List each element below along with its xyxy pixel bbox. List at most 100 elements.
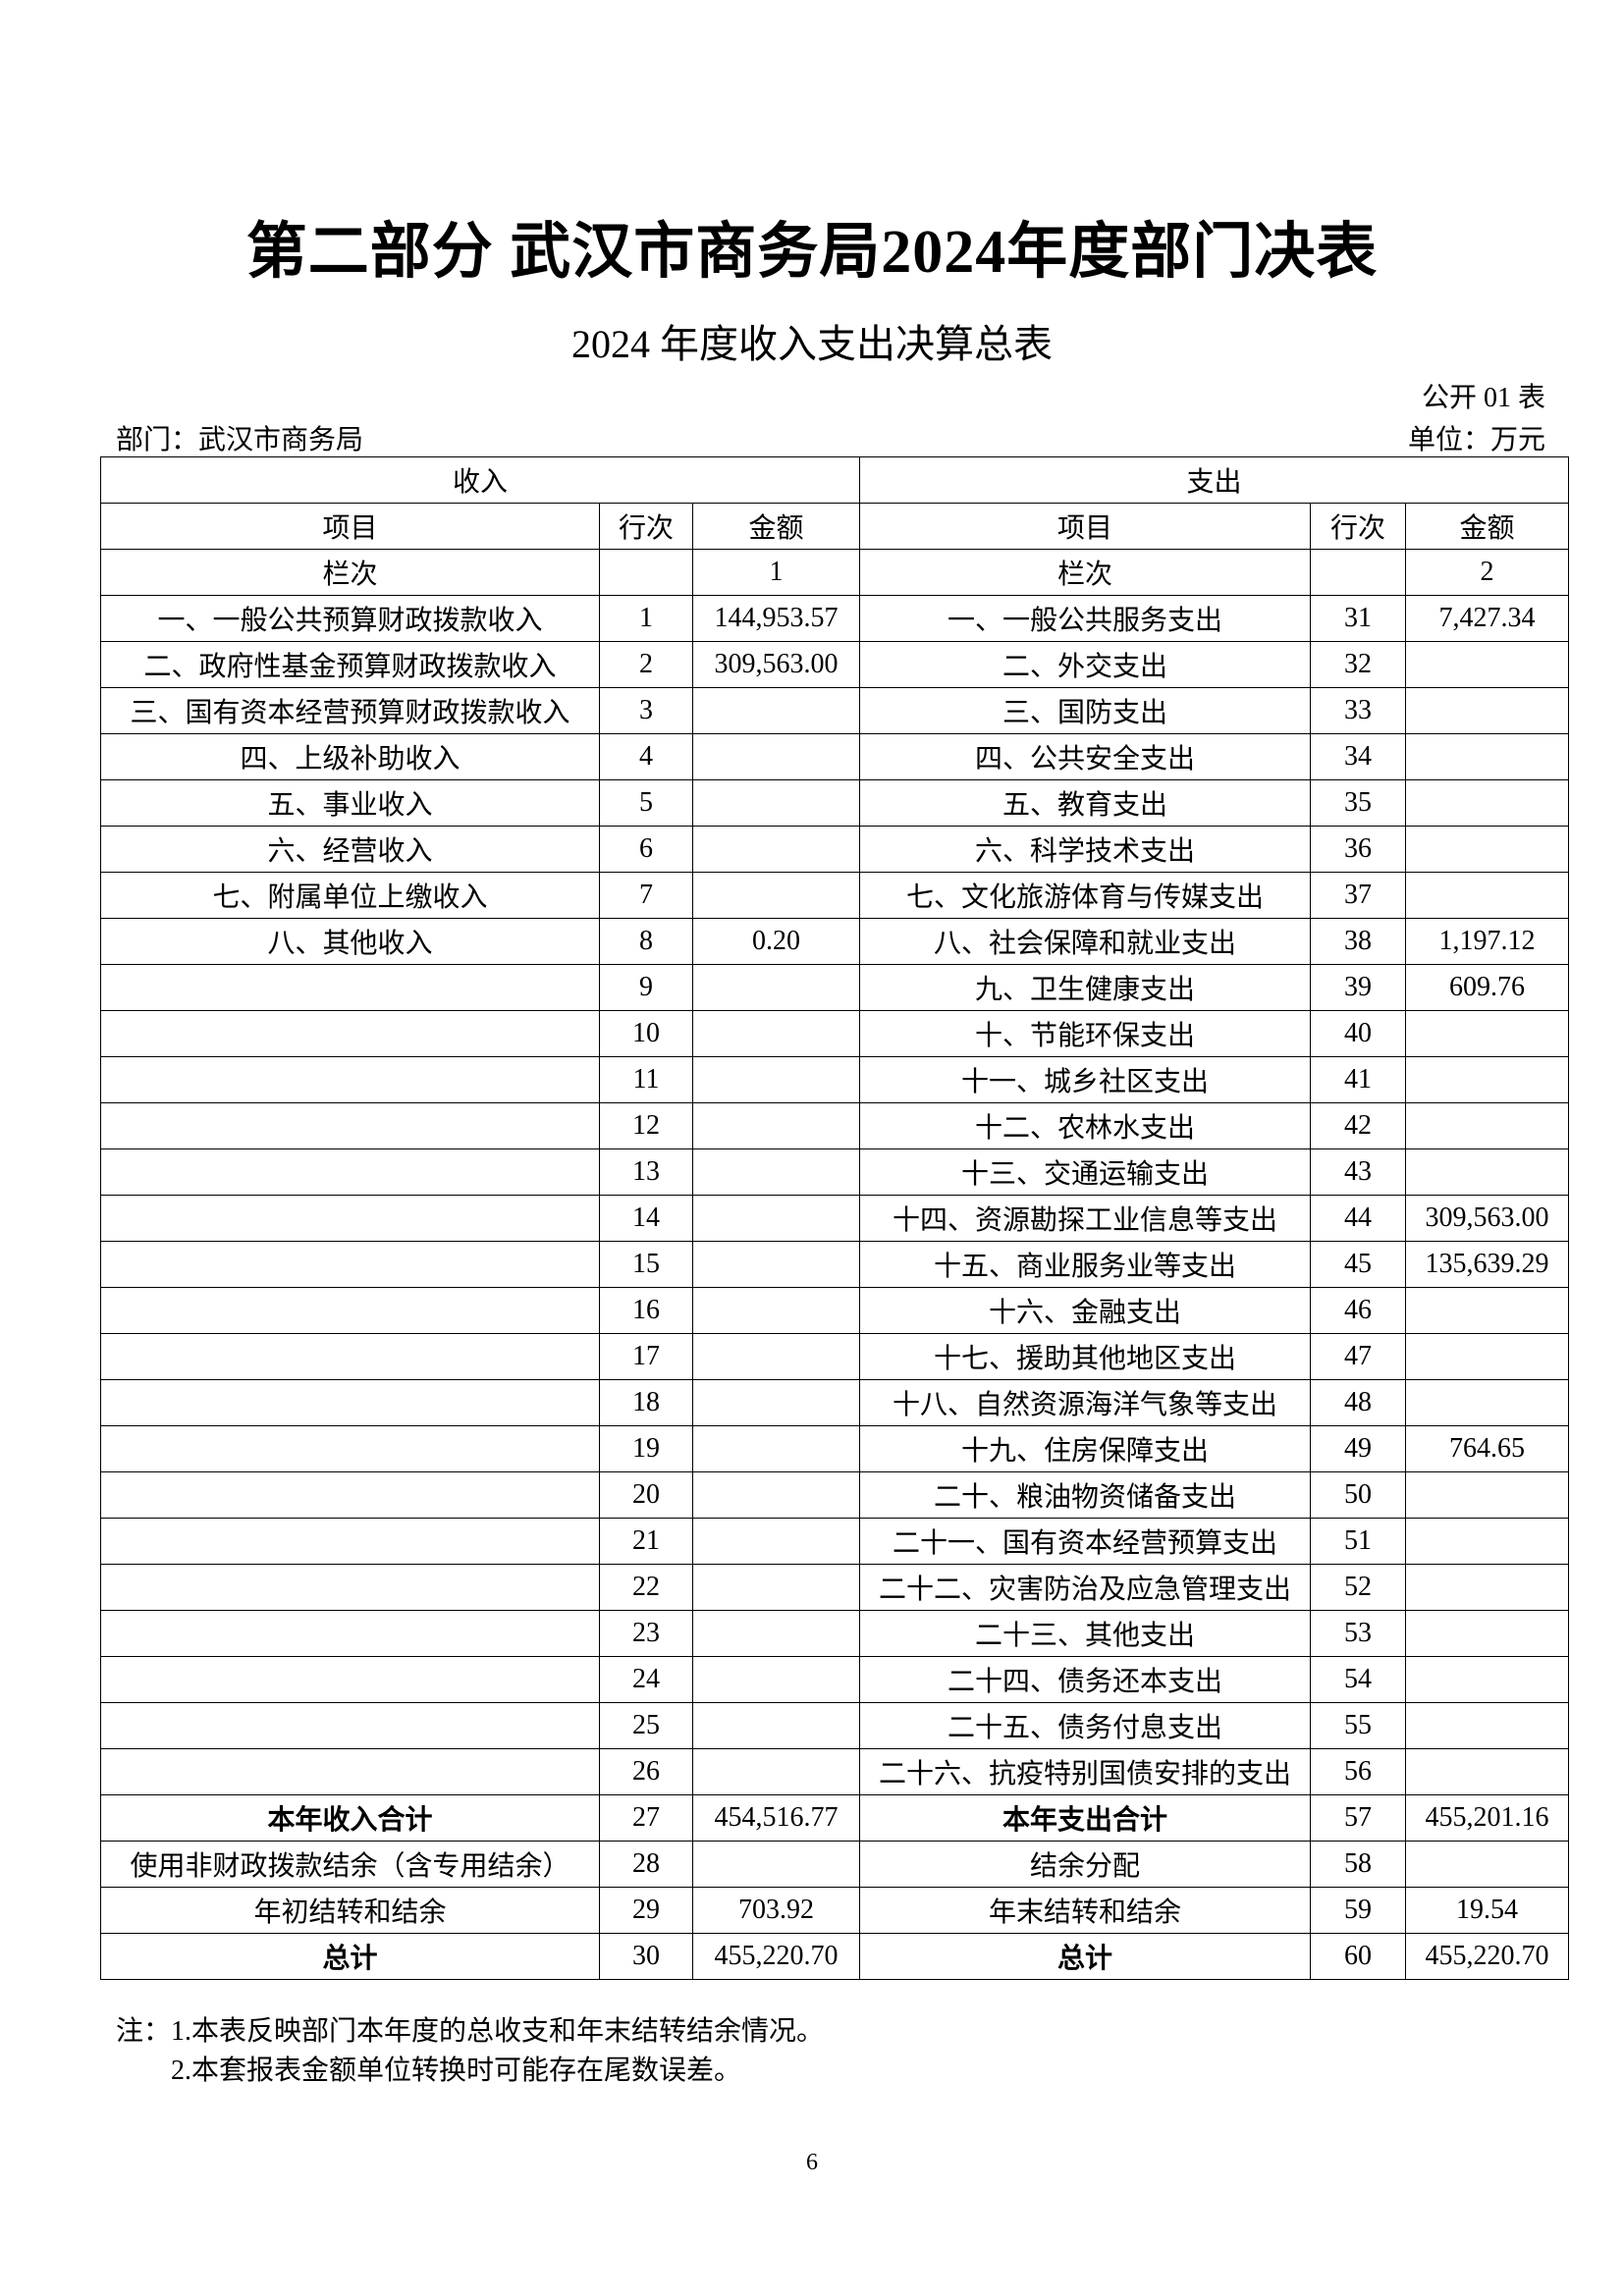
expense-line: 45 — [1310, 1241, 1407, 1288]
expense-item: 十、节能环保支出 — [859, 1010, 1312, 1057]
table-row: 21 二十一、国有资本经营预算支出 51 — [100, 1518, 1570, 1565]
income-amount — [691, 1287, 861, 1334]
expense-line: 52 — [1310, 1564, 1407, 1611]
income-amount — [691, 1518, 861, 1565]
expense-line: 46 — [1310, 1287, 1407, 1334]
table-row: 9 九、卫生健康支出 39 609.76 — [100, 964, 1570, 1011]
expense-line: 48 — [1310, 1379, 1407, 1426]
income-line: 6 — [599, 826, 693, 873]
expense-amount — [1405, 687, 1570, 734]
income-item: 年初结转和结余 — [100, 1887, 600, 1934]
income-amount — [691, 826, 861, 873]
table-row: 10 十、节能环保支出 40 — [100, 1010, 1570, 1057]
income-line: 17 — [599, 1333, 693, 1380]
expense-amount: 455,220.70 — [1405, 1933, 1570, 1980]
expense-item: 十四、资源勘探工业信息等支出 — [859, 1195, 1312, 1242]
income-item — [100, 1195, 600, 1242]
expense-line: 51 — [1310, 1518, 1407, 1565]
expense-item: 十三、交通运输支出 — [859, 1148, 1312, 1196]
income-item — [100, 1333, 600, 1380]
expense-line: 58 — [1310, 1841, 1407, 1888]
column-header: 行次 — [599, 503, 693, 550]
expense-line: 53 — [1310, 1610, 1407, 1657]
expense-amount — [1405, 1841, 1570, 1888]
column-header: 项目 — [859, 503, 1312, 550]
expense-item: 二十三、其他支出 — [859, 1610, 1312, 1657]
expense-line: 39 — [1310, 964, 1407, 1011]
table-row: 25 二十五、债务付息支出 55 — [100, 1702, 1570, 1749]
notes: 注：1.本表反映部门本年度的总收支和年末结转结余情况。 2.本套报表金额单位转换… — [116, 2012, 824, 2091]
income-line: 19 — [599, 1425, 693, 1472]
expense-amount — [1405, 1102, 1570, 1149]
table-row: 总计 30 455,220.70 总计 60 455,220.70 — [100, 1933, 1570, 1980]
expense-item: 二十四、债务还本支出 — [859, 1656, 1312, 1703]
expense-line: 50 — [1310, 1471, 1407, 1519]
expense-amount — [1405, 1010, 1570, 1057]
expense-amount — [1405, 1656, 1570, 1703]
table-row: 八、其他收入 8 0.20 八、社会保障和就业支出 38 1,197.12 — [100, 918, 1570, 965]
expense-amount — [1405, 1333, 1570, 1380]
income-line: 15 — [599, 1241, 693, 1288]
expense-item: 总计 — [859, 1933, 1312, 1980]
table-row: 本年收入合计 27 454,516.77 本年支出合计 57 455,201.16 — [100, 1794, 1570, 1842]
expense-amount — [1405, 1287, 1570, 1334]
income-line: 18 — [599, 1379, 693, 1426]
expense-line: 41 — [1310, 1056, 1407, 1103]
income-amount: 309,563.00 — [691, 641, 861, 688]
expense-amount: 1,197.12 — [1405, 918, 1570, 965]
income-line: 13 — [599, 1148, 693, 1196]
income-line: 21 — [599, 1518, 693, 1565]
column-index — [1310, 549, 1407, 596]
income-amount — [691, 1702, 861, 1749]
income-amount: 454,516.77 — [691, 1794, 861, 1842]
income-item: 六、经营收入 — [100, 826, 600, 873]
column-index: 2 — [1405, 549, 1570, 596]
table-row: 六、经营收入 6 六、科学技术支出 36 — [100, 826, 1570, 873]
income-amount — [691, 1195, 861, 1242]
income-amount: 144,953.57 — [691, 595, 861, 642]
expense-amount — [1405, 1056, 1570, 1103]
expense-item: 八、社会保障和就业支出 — [859, 918, 1312, 965]
expense-item: 十一、城乡社区支出 — [859, 1056, 1312, 1103]
income-amount — [691, 1656, 861, 1703]
column-index-row: 栏次 1 栏次 2 — [100, 549, 1570, 596]
income-item: 四、上级补助收入 — [100, 733, 600, 780]
column-header: 项目 — [100, 503, 600, 550]
expense-amount — [1405, 826, 1570, 873]
form-number: 公开 01 表 — [1421, 383, 1545, 413]
income-item — [100, 1425, 600, 1472]
table-row: 四、上级补助收入 4 四、公共安全支出 34 — [100, 733, 1570, 780]
income-item — [100, 1287, 600, 1334]
expense-amount — [1405, 1610, 1570, 1657]
income-line: 22 — [599, 1564, 693, 1611]
income-line: 29 — [599, 1887, 693, 1934]
income-item: 八、其他收入 — [100, 918, 600, 965]
expense-amount — [1405, 1518, 1570, 1565]
income-item — [100, 1748, 600, 1795]
income-item: 本年收入合计 — [100, 1794, 600, 1842]
expense-amount — [1405, 1564, 1570, 1611]
expense-line: 42 — [1310, 1102, 1407, 1149]
income-amount — [691, 733, 861, 780]
note-2: 2.本套报表金额单位转换时可能存在尾数误差。 — [171, 2056, 742, 2086]
expense-item: 十六、金融支出 — [859, 1287, 1312, 1334]
expense-item: 年末结转和结余 — [859, 1887, 1312, 1934]
income-line: 5 — [599, 779, 693, 827]
expense-item: 十七、援助其他地区支出 — [859, 1333, 1312, 1380]
income-item: 二、政府性基金预算财政拨款收入 — [100, 641, 600, 688]
income-amount — [691, 1056, 861, 1103]
expense-item: 十五、商业服务业等支出 — [859, 1241, 1312, 1288]
income-amount: 455,220.70 — [691, 1933, 861, 1980]
income-amount: 0.20 — [691, 918, 861, 965]
table-row: 年初结转和结余 29 703.92 年末结转和结余 59 19.54 — [100, 1887, 1570, 1934]
income-line: 2 — [599, 641, 693, 688]
expense-line: 47 — [1310, 1333, 1407, 1380]
income-item — [100, 1148, 600, 1196]
income-item — [100, 1056, 600, 1103]
income-amount — [691, 687, 861, 734]
income-amount — [691, 964, 861, 1011]
column-header-row: 项目 行次 金额 项目 行次 金额 — [100, 503, 1570, 550]
expense-line: 57 — [1310, 1794, 1407, 1842]
income-line: 3 — [599, 687, 693, 734]
expense-line: 34 — [1310, 733, 1407, 780]
